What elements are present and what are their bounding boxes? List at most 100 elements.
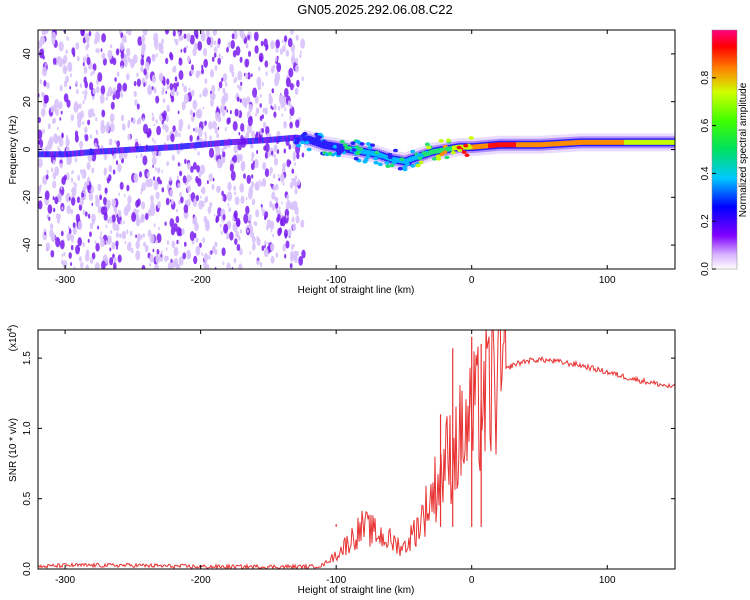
ridge-core [52, 151, 54, 158]
ridge-core [580, 139, 582, 145]
noise-blob [89, 257, 94, 264]
ridge-core [366, 149, 368, 155]
noise-blob [127, 123, 130, 129]
noise-blob [112, 169, 116, 175]
ridge-core [652, 139, 654, 145]
spectrogram-xtick-label: -300 [55, 275, 75, 286]
noise-blob [300, 38, 306, 49]
noise-blob [264, 244, 266, 249]
noise-blob [86, 179, 90, 186]
noise-blob [151, 137, 154, 142]
ridge-core [78, 150, 80, 157]
noise-blob [105, 96, 108, 101]
ridge-blob [426, 145, 431, 150]
noise-blob [83, 66, 88, 74]
snr-plot [38, 330, 675, 569]
noise-blob [143, 123, 148, 134]
noise-blob [116, 140, 120, 148]
noise-blob [263, 38, 268, 48]
noise-blob [275, 202, 279, 210]
ridge-core [282, 135, 284, 142]
noise-blob [282, 162, 286, 170]
noise-blob [166, 134, 170, 142]
noise-blob [108, 216, 113, 224]
noise-blob [142, 155, 148, 166]
noise-blob [264, 151, 269, 159]
noise-blob [103, 152, 108, 161]
noise-blob [66, 99, 71, 108]
noise-blob [215, 122, 218, 126]
ridge-core [548, 141, 550, 147]
ridge-core [318, 140, 320, 146]
noise-blob [39, 79, 42, 85]
ridge-core [394, 157, 396, 163]
noise-blob [75, 244, 80, 255]
noise-blob [288, 144, 292, 150]
noise-blob [295, 57, 299, 64]
ridge-core [310, 137, 312, 143]
ridge-blob [468, 136, 474, 140]
noise-blob [59, 162, 63, 169]
noise-blob [254, 45, 259, 54]
noise-blob [264, 211, 269, 219]
noise-blob [221, 190, 224, 196]
noise-blob [183, 204, 189, 214]
noise-blob [270, 229, 273, 233]
noise-blob [284, 253, 287, 259]
noise-blob [115, 160, 119, 165]
ridge-core [192, 142, 194, 149]
ridge-core [108, 147, 110, 154]
ridge-core [328, 143, 330, 149]
noise-blob [262, 162, 267, 171]
noise-blob [251, 157, 254, 162]
ridge-core [638, 139, 640, 145]
ridge-blob [442, 150, 448, 154]
noise-blob [218, 81, 223, 89]
noise-blob [151, 112, 154, 116]
noise-blob [118, 192, 121, 196]
noise-blob [127, 195, 132, 205]
noise-blob [134, 99, 138, 106]
ridge-core [164, 144, 166, 151]
ridge-blob [464, 153, 470, 157]
snr-scale-base: (x10 [8, 331, 19, 351]
noise-blob [75, 80, 78, 86]
noise-blob [207, 206, 212, 214]
ridge-core [290, 135, 292, 142]
noise-blob [87, 119, 91, 126]
noise-blob [259, 103, 262, 108]
noise-blob [193, 216, 198, 224]
noise-blob [187, 185, 191, 193]
noise-blob [89, 222, 93, 230]
noise-blob [178, 118, 184, 129]
noise-blob [276, 208, 279, 214]
noise-blob [97, 48, 100, 54]
ridge-core [370, 150, 372, 156]
ridge-blob [365, 154, 371, 159]
ridge-blob [399, 157, 405, 161]
noise-blob [295, 119, 300, 128]
noise-blob [287, 228, 292, 237]
noise-blob [249, 251, 252, 255]
ridge-core [628, 139, 630, 145]
noise-blob [277, 174, 280, 178]
noise-blob [90, 71, 93, 77]
noise-blob [199, 242, 202, 248]
ridge-core [212, 140, 214, 147]
noise-blob [261, 82, 264, 87]
noise-blob [253, 160, 255, 165]
noise-blob [275, 39, 281, 49]
noise-blob [84, 126, 88, 134]
noise-blob [77, 220, 83, 231]
noise-blob [155, 191, 160, 200]
noise-blob [89, 82, 94, 91]
noise-blob [106, 199, 111, 209]
noise-blob [264, 107, 268, 115]
ridge-blob [354, 145, 360, 149]
noise-blob [284, 87, 289, 98]
ridge-core [100, 148, 102, 155]
noise-blob [229, 163, 234, 172]
noise-blob [177, 110, 180, 115]
noise-blob [177, 182, 181, 189]
noise-blob [214, 65, 218, 71]
